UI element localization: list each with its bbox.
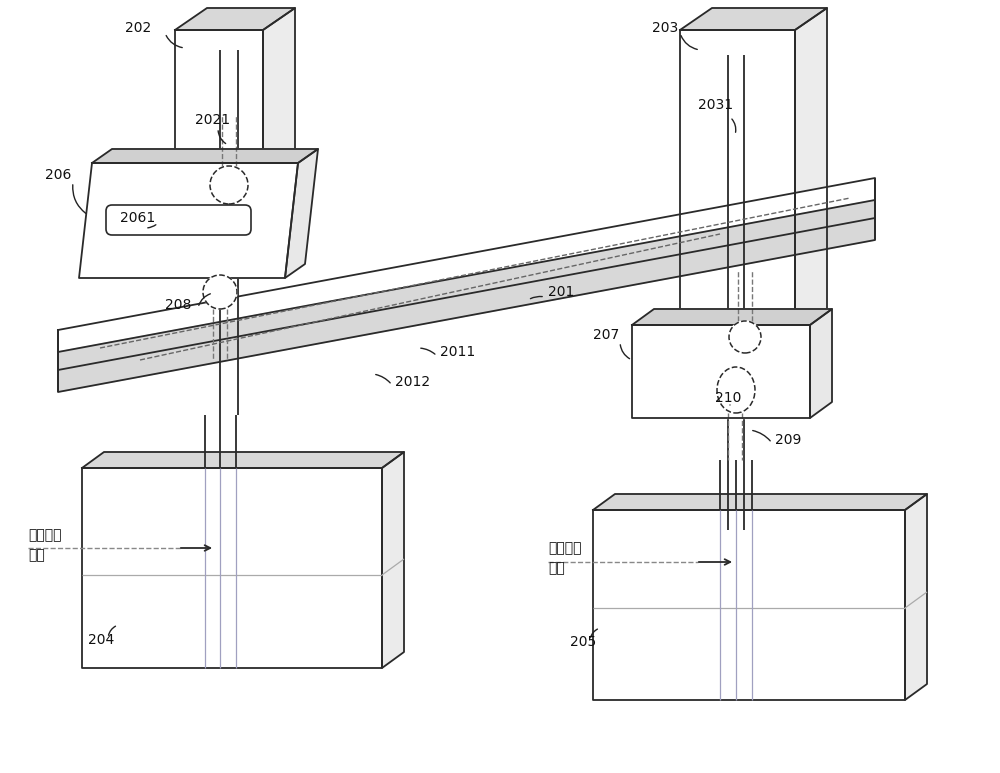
Polygon shape xyxy=(175,30,263,198)
Polygon shape xyxy=(58,178,875,370)
Text: 204: 204 xyxy=(88,633,114,647)
Ellipse shape xyxy=(717,367,755,413)
Polygon shape xyxy=(632,325,810,418)
Polygon shape xyxy=(92,149,318,163)
Polygon shape xyxy=(593,494,927,510)
Polygon shape xyxy=(285,149,318,278)
Polygon shape xyxy=(905,494,927,700)
Polygon shape xyxy=(680,8,827,30)
Text: 210: 210 xyxy=(715,391,741,405)
Text: 208: 208 xyxy=(165,298,191,312)
Polygon shape xyxy=(175,8,295,30)
Polygon shape xyxy=(263,8,295,198)
Text: 2011: 2011 xyxy=(440,345,475,359)
Text: 206: 206 xyxy=(45,168,71,182)
Text: 位移控制: 位移控制 xyxy=(548,541,582,555)
Polygon shape xyxy=(632,309,832,325)
Text: 205: 205 xyxy=(570,635,596,649)
Text: 2012: 2012 xyxy=(395,375,430,389)
Circle shape xyxy=(203,275,237,309)
FancyBboxPatch shape xyxy=(106,205,251,235)
Polygon shape xyxy=(58,200,875,392)
Circle shape xyxy=(729,321,761,353)
Text: 2061: 2061 xyxy=(120,211,155,225)
Polygon shape xyxy=(82,452,404,468)
Text: 信号: 信号 xyxy=(548,561,565,575)
Text: 203: 203 xyxy=(652,21,678,35)
Text: 201: 201 xyxy=(548,285,574,299)
Polygon shape xyxy=(79,163,298,278)
Polygon shape xyxy=(680,30,795,355)
Text: 209: 209 xyxy=(775,433,801,447)
Polygon shape xyxy=(382,452,404,668)
Polygon shape xyxy=(593,510,905,700)
Polygon shape xyxy=(810,309,832,418)
Circle shape xyxy=(210,166,248,204)
Polygon shape xyxy=(82,468,382,668)
Polygon shape xyxy=(795,8,827,355)
Text: 2031: 2031 xyxy=(698,98,733,112)
Text: 位移控制: 位移控制 xyxy=(28,528,62,542)
Text: 2021: 2021 xyxy=(195,113,230,127)
Text: 207: 207 xyxy=(593,328,619,342)
Text: 202: 202 xyxy=(125,21,151,35)
Text: 信号: 信号 xyxy=(28,548,45,562)
